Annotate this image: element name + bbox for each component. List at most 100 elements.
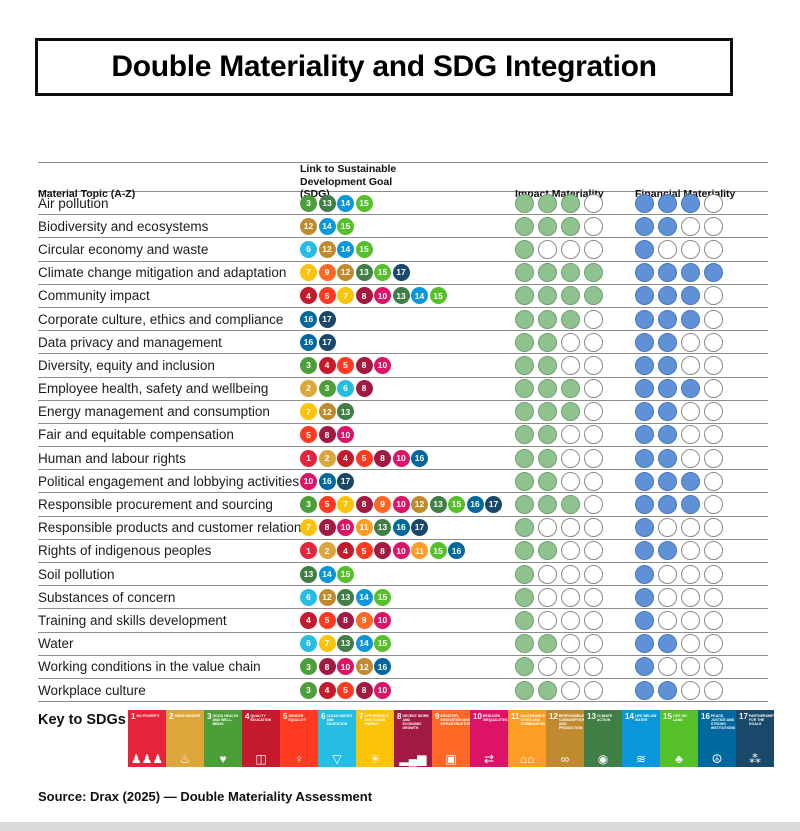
sdg-8-badge: 8 [318,658,336,676]
financial-dot-empty [681,216,700,236]
impact-materiality-rating [515,286,635,306]
financial-dot-empty [681,425,700,445]
sdg-tile-name: Partnerships for the Goals [748,714,774,727]
sdg-6-badge: 6 [337,380,354,398]
impact-dot-filled [538,263,557,283]
financial-dot-empty [681,634,700,654]
financial-materiality-rating [635,263,768,283]
sdg-12-badge: 12 [318,403,336,421]
material-topic-label: Human and labour rights [38,450,186,466]
impact-dot-empty [538,610,557,630]
sdg-tile-number: 16 [701,712,710,721]
sdg-tile-number: 14 [625,712,634,721]
table-row: Training and skills development 4 5 8 9 10 [38,609,768,633]
financial-dot-filled [635,448,654,468]
impact-dot-filled [515,309,534,329]
financial-materiality-rating [635,193,768,213]
impact-dot-filled [515,471,534,491]
sdg-3-badge: 3 [300,496,317,514]
sdg-8-badge: 8 [355,287,373,305]
financial-dot-empty [704,355,723,375]
table-row: Data privacy and management 16 17 [38,331,768,355]
table-body: Air pollution 3 13 14 15 Biodiversity and eco… [38,192,768,703]
sdg-key-tile-1: 1 No Poverty ♟♟♟ [128,710,166,767]
impact-materiality-rating [515,402,635,422]
sdg-tile-number: 12 [549,712,558,721]
financial-dot-empty [704,495,723,515]
financial-dot-empty [704,332,723,352]
financial-dot-filled [635,634,654,654]
sdg-key-tile-6: 6 Clean Water and Sanitation ▽ [318,710,356,767]
sdg-17-badge: 17 [411,519,428,537]
sdg-7-badge: 7 [300,403,317,421]
sdg-links: 6 7 13 14 15 [300,635,515,653]
material-topic-label: Water [38,636,74,652]
sdg-tile-name: Peace, Justice and Strong Institutions [710,714,736,731]
impact-dot-filled [538,425,557,445]
sdg-7-badge: 7 [300,264,317,282]
impact-materiality-rating [515,610,635,630]
material-topic-label: Workplace culture [38,682,146,698]
impact-dot-filled [538,541,557,561]
financial-dot-filled [635,402,654,422]
financial-materiality-rating [635,495,768,515]
gender-icon: ♀ [294,752,304,766]
impact-dot-filled [515,216,534,236]
financial-dot-empty [704,587,723,607]
key-to-sdgs-label: Key to SDGs [38,712,126,728]
financial-dot-filled [681,263,700,283]
financial-dot-empty [704,286,723,306]
sdg-13-badge: 13 [355,264,373,282]
financial-dot-filled [658,541,677,561]
sdg-15-badge: 15 [374,588,391,606]
table-row: Water 6 7 13 14 15 [38,633,768,656]
sdg-3-badge: 3 [300,681,317,699]
column-header-impact: Impact Materiality [515,188,604,201]
sdg-14-badge: 14 [355,635,373,653]
book-icon: ◫ [255,752,267,766]
financial-dot-filled [681,495,700,515]
sdg-1-badge: 1 [300,449,317,467]
financial-dot-empty [704,657,723,677]
financial-dot-empty [681,402,700,422]
impact-dot-empty [584,193,603,213]
sdg-links: 1 2 4 5 8 10 16 [300,449,515,467]
financial-dot-empty [704,193,723,213]
sdg-3-badge: 3 [300,194,317,212]
impact-dot-filled [538,193,557,213]
financial-dot-filled [635,610,654,630]
impact-materiality-rating [515,564,635,584]
sdg-15-badge: 15 [337,217,354,235]
sdg-12-badge: 12 [411,496,428,514]
sdg-12-badge: 12 [318,588,336,606]
materiality-table: Material Topic (A-Z) Link to Sustainable… [38,162,768,703]
sdg-links: 6 12 13 14 15 [300,588,515,606]
column-header-topic: Material Topic (A-Z) [38,188,136,201]
impact-dot-empty [584,657,603,677]
sdg-tile-name: Good Health and Well-Being [212,714,239,727]
sdg-tile-name: Life Below Water [634,714,657,723]
sdg-4-badge: 4 [337,542,354,560]
sdg-5-badge: 5 [300,426,317,444]
impact-dot-empty [584,564,603,584]
sdg-10-badge: 10 [374,287,391,305]
sdg-7-badge: 7 [337,287,354,305]
impact-dot-filled [584,286,603,306]
impact-dot-filled [538,379,557,399]
sdg-tile-name: Clean Water and Sanitation [326,714,352,727]
impact-dot-filled [515,425,534,445]
table-row: Working conditions in the value chain 3 8 1… [38,656,768,679]
table-row: Workplace culture 3 4 5 8 10 [38,679,768,703]
sdg-7-badge: 7 [337,496,354,514]
financial-dot-filled [635,471,654,491]
sdg-key-tile-9: 9 Industry, Innovation and Infrastructure… [432,710,470,767]
impact-dot-filled [561,309,580,329]
impact-dot-filled [561,263,580,283]
sdg-tile-name: Reduced Inequalities [482,714,508,723]
buildings-icon: ⌂⌂ [519,752,535,766]
impact-materiality-rating [515,657,635,677]
financial-materiality-rating [635,402,768,422]
sdg-6-badge: 6 [300,240,317,258]
sdg-10-badge: 10 [374,356,391,374]
sdg-links: 4 5 7 8 10 13 14 15 [300,287,515,305]
